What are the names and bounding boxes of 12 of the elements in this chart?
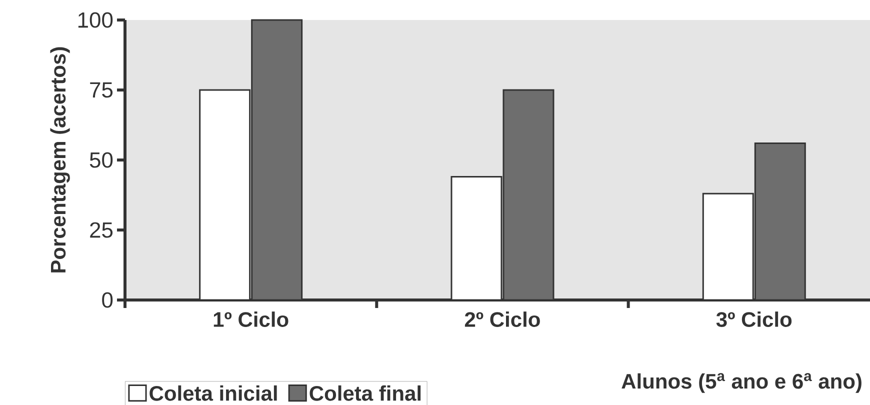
x-tick-label: 1º Ciclo: [214, 312, 288, 327]
y-tick-label: 75: [90, 82, 113, 98]
legend-label: Coleta inicial: [150, 385, 277, 401]
y-axis-title: Porcentagem (acertos): [50, 47, 70, 272]
x-tick-label: 2º Ciclo: [464, 312, 540, 327]
y-tick-label: 0: [102, 292, 113, 308]
legend-label: Coleta final: [310, 385, 421, 401]
x-axis-title: Alunos (5$^{a}$ ano e 6$^{a}$ ano): [622, 373, 862, 393]
y-tick-label: 100: [78, 12, 113, 28]
y-tick-label: 25: [90, 222, 113, 238]
y-tick-label: 50: [90, 152, 113, 168]
x-tick-label: 3º Ciclo: [716, 312, 792, 327]
